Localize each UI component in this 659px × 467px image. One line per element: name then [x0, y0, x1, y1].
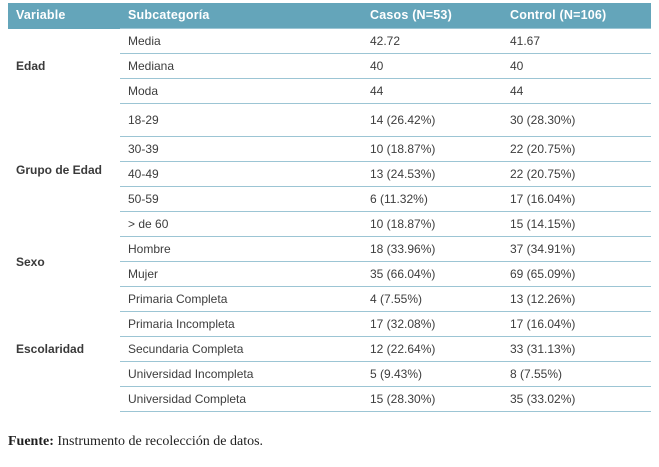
subcategory-cell: 18-29 — [120, 103, 356, 137]
control-cell: 15 (14.15%) — [496, 211, 651, 237]
control-cell: 69 (65.09%) — [496, 261, 651, 287]
casos-cell: 42.72 — [356, 28, 496, 54]
subcategory-cell: Universidad Completa — [120, 386, 356, 412]
table-row: Moda 44 44 — [8, 78, 651, 104]
casos-cell: 10 (18.87%) — [356, 136, 496, 162]
casos-cell: 6 (11.32%) — [356, 186, 496, 212]
variable-cell: Sexo — [16, 254, 45, 269]
subcategory-cell: 50-59 — [120, 186, 356, 212]
subcategory-cell: 30-39 — [120, 136, 356, 162]
control-cell: 17 (16.04%) — [496, 311, 651, 337]
source-note: Fuente: Instrumento de recolección de da… — [8, 434, 651, 450]
casos-cell: 44 — [356, 78, 496, 104]
control-cell: 35 (33.02%) — [496, 386, 651, 412]
control-cell: 40 — [496, 53, 651, 79]
table-row: Primaria Incompleta 17 (32.08%) 17 (16.04%… — [8, 311, 651, 337]
statistics-table: Variable Subcategoría Casos (N=53) Contr… — [8, 3, 651, 412]
control-cell: 13 (12.26%) — [496, 286, 651, 312]
casos-cell: 13 (24.53%) — [356, 161, 496, 187]
casos-cell: 40 — [356, 53, 496, 79]
subcategory-cell: Mediana — [120, 53, 356, 79]
col-header-variable: Variable — [8, 3, 120, 29]
table-row: Universidad Completa 15 (28.30%) 35 (33.02… — [8, 386, 651, 412]
table-row: Grupo de Edad 18-29 14 (26.42%) 30 (28.30%) — [8, 103, 651, 177]
table-row: 40-49 13 (24.53%) 22 (20.75%) — [8, 161, 651, 187]
control-cell: 8 (7.55%) — [496, 361, 651, 387]
control-cell: 33 (31.13%) — [496, 336, 651, 362]
table-row: Edad Media 42.72 41.67 — [8, 28, 651, 73]
subcategory-cell: Mujer — [120, 261, 356, 287]
page: Variable Subcategoría Casos (N=53) Contr… — [8, 3, 651, 450]
col-header-subcategory: Subcategoría — [120, 3, 356, 29]
col-header-control: Control (N=106) — [496, 3, 651, 29]
variable-cell: Edad — [16, 59, 46, 73]
subcategory-cell: Universidad Incompleta — [120, 361, 356, 387]
control-cell: 22 (20.75%) — [496, 136, 651, 162]
casos-cell: 10 (18.87%) — [356, 211, 496, 237]
source-note-label: Fuente: — [8, 434, 54, 449]
subcategory-cell: 40-49 — [120, 161, 356, 187]
header-row: Variable Subcategoría Casos (N=53) Contr… — [8, 3, 651, 29]
variable-cell: Grupo de Edad — [16, 163, 103, 177]
subcategory-cell: Media — [120, 28, 356, 54]
control-cell: 17 (16.04%) — [496, 186, 651, 212]
table-row: Universidad Incompleta 5 (9.43%) 8 (7.55%) — [8, 361, 651, 387]
table-header: Variable Subcategoría Casos (N=53) Contr… — [8, 3, 651, 29]
control-cell: 37 (34.91%) — [496, 236, 651, 262]
casos-cell: 12 (22.64%) — [356, 336, 496, 362]
table-row: Escolaridad Primaria Completa 4 (7.55%) 13 … — [8, 286, 651, 356]
control-cell: 22 (20.75%) — [496, 161, 651, 187]
subcategory-cell: Moda — [120, 78, 356, 104]
casos-cell: 15 (28.30%) — [356, 386, 496, 412]
casos-cell: 4 (7.55%) — [356, 286, 496, 312]
table-row: 50-59 6 (11.32%) 17 (16.04%) — [8, 186, 651, 212]
casos-cell: 18 (33.96%) — [356, 236, 496, 262]
casos-cell: 17 (32.08%) — [356, 311, 496, 337]
subcategory-cell: > de 60 — [120, 211, 356, 237]
subcategory-cell: Primaria Incompleta — [120, 311, 356, 337]
table-row: > de 60 10 (18.87%) 15 (14.15%) — [8, 211, 651, 237]
control-cell: 44 — [496, 78, 651, 104]
col-header-casos: Casos (N=53) — [356, 3, 496, 29]
table-row: 30-39 10 (18.87%) 22 (20.75%) — [8, 136, 651, 162]
table-row: Mujer 35 (66.04%) 69 (65.09%) — [8, 261, 651, 287]
casos-cell: 14 (26.42%) — [356, 103, 496, 137]
subcategory-cell: Secundaria Completa — [120, 336, 356, 362]
control-cell: 30 (28.30%) — [496, 103, 651, 137]
table-body: Edad Media 42.72 41.67 Mediana 40 40 Moda 44 44 Gr… — [8, 28, 651, 412]
casos-cell: 5 (9.43%) — [356, 361, 496, 387]
casos-cell: 35 (66.04%) — [356, 261, 496, 287]
subcategory-cell: Hombre — [120, 236, 356, 262]
table-row: Sexo Hombre 18 (33.96%) 37 (34.91%) — [8, 236, 651, 269]
subcategory-cell: Primaria Completa — [120, 286, 356, 312]
table-row: Secundaria Completa 12 (22.64%) 33 (31.13%… — [8, 336, 651, 362]
variable-cell: Escolaridad — [16, 342, 85, 356]
source-note-text: Instrumento de recolección de datos. — [53, 434, 264, 449]
table-row: Mediana 40 40 — [8, 53, 651, 79]
control-cell: 41.67 — [496, 28, 651, 54]
